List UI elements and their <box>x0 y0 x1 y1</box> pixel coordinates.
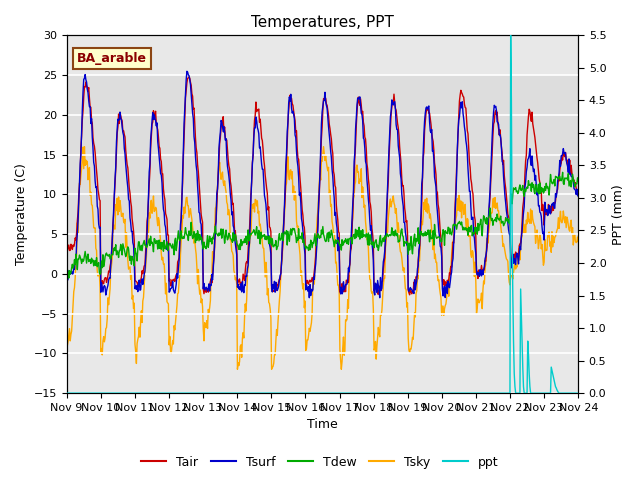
Legend: Tair, Tsurf, Tdew, Tsky, ppt: Tair, Tsurf, Tdew, Tsky, ppt <box>136 451 504 474</box>
Title: Temperatures, PPT: Temperatures, PPT <box>251 15 394 30</box>
Text: BA_arable: BA_arable <box>77 52 147 65</box>
Y-axis label: PPT (mm): PPT (mm) <box>612 184 625 245</box>
X-axis label: Time: Time <box>307 419 338 432</box>
Bar <box>67 75 579 274</box>
Y-axis label: Temperature (C): Temperature (C) <box>15 163 28 265</box>
